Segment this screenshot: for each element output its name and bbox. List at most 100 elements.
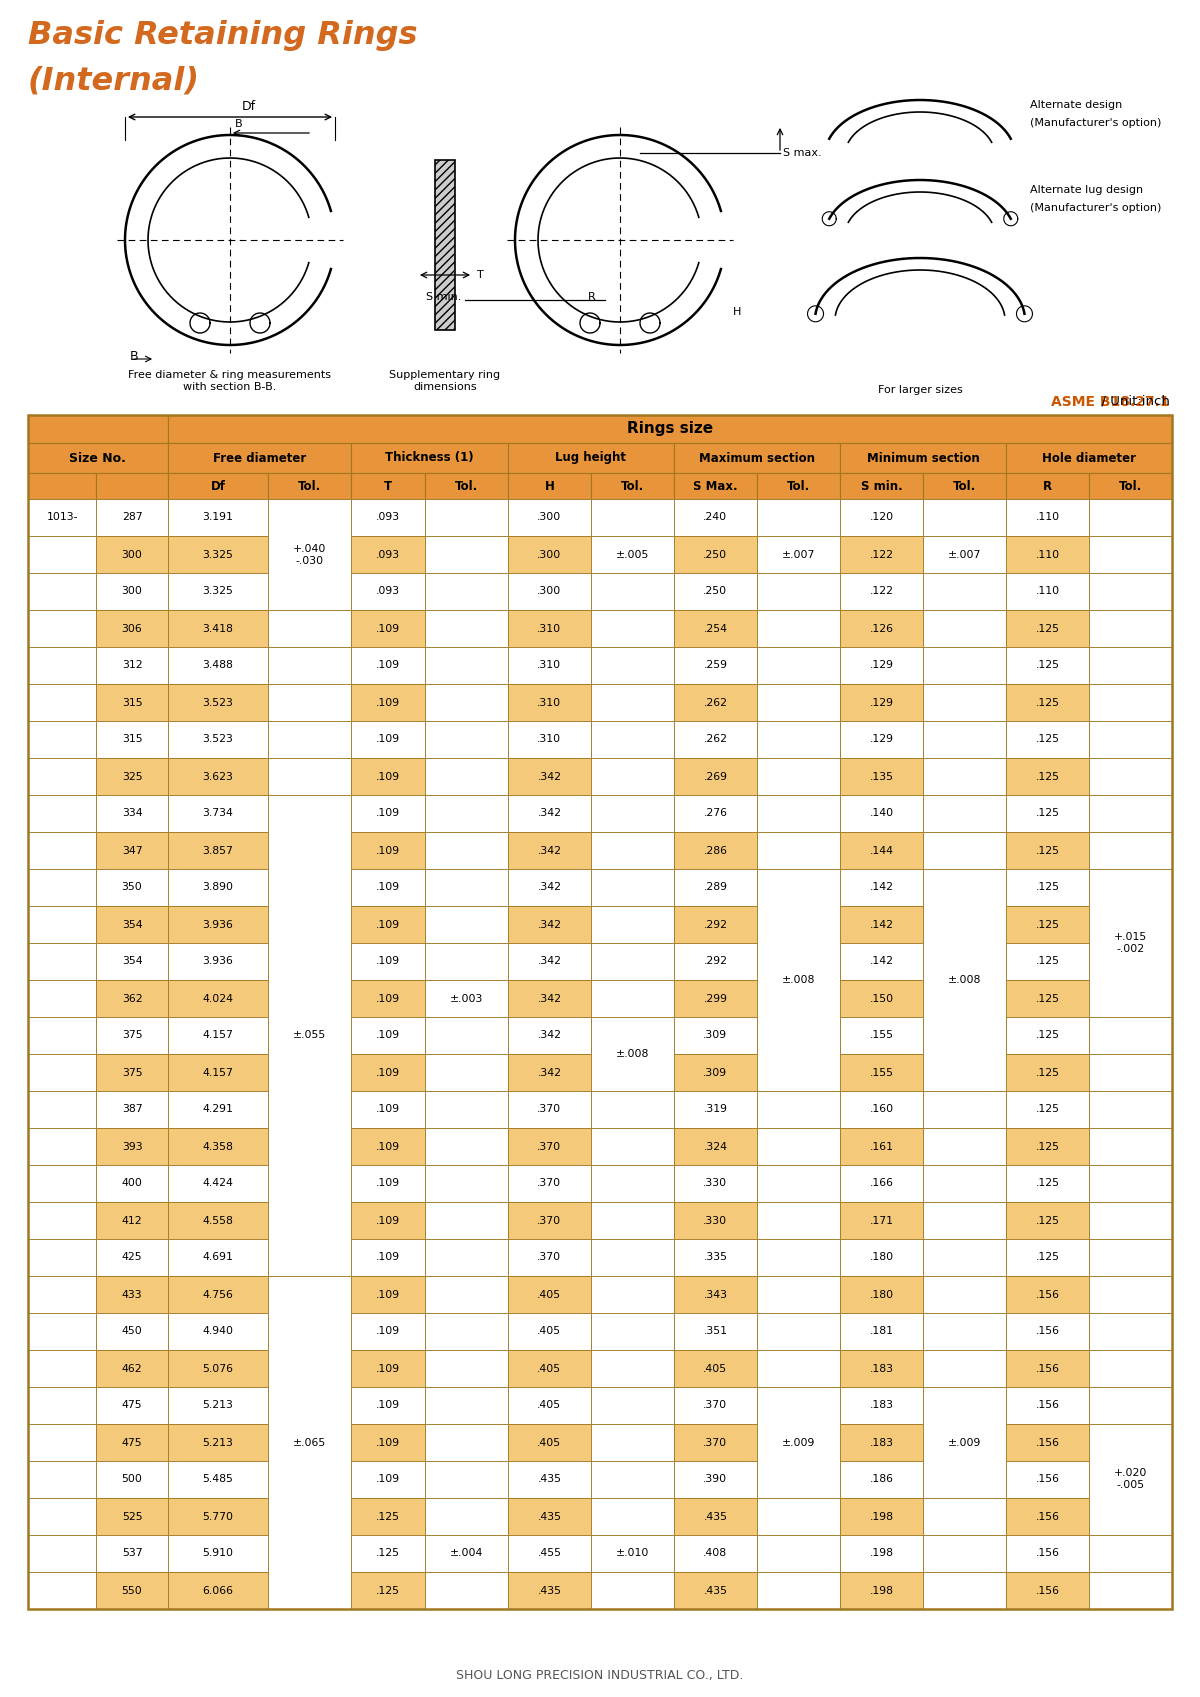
Bar [168,1166,268,1201]
Bar [28,1461,96,1498]
Text: .198: .198 [870,1585,894,1595]
Text: 347: 347 [121,845,143,855]
Bar [28,1536,96,1571]
Bar [1006,1536,1088,1571]
Bar [96,721,168,759]
Text: 475: 475 [121,1437,143,1448]
Text: R: R [588,292,596,302]
Bar [436,160,455,329]
Bar [508,1386,590,1424]
Text: .126: .126 [870,623,894,633]
Bar [840,1571,923,1609]
Bar [757,721,840,759]
Bar [840,1054,923,1091]
Bar [1006,647,1088,684]
Bar [590,1129,674,1166]
Bar [28,473,96,499]
Text: 5.770: 5.770 [203,1512,234,1522]
Text: 462: 462 [121,1363,143,1373]
Bar [757,1091,840,1129]
Bar [674,536,757,574]
Text: 3.936: 3.936 [203,957,233,967]
Bar [168,609,268,647]
Text: .300: .300 [538,512,562,523]
Bar [425,1091,508,1129]
Text: .286: .286 [703,845,727,855]
Bar [674,1424,757,1461]
Bar [350,1498,425,1536]
Bar [168,832,268,869]
Bar [674,832,757,869]
Bar [590,1536,674,1571]
Bar [28,1239,96,1276]
Text: .405: .405 [538,1290,562,1300]
Bar [508,906,590,944]
Bar [425,647,508,684]
Bar [168,684,268,721]
Bar [1088,759,1172,794]
Bar [168,794,268,832]
Bar [96,1498,168,1536]
Bar [28,944,96,979]
Text: .405: .405 [538,1437,562,1448]
Bar [1088,684,1172,721]
Bar [168,759,268,794]
Bar [508,794,590,832]
Text: .110: .110 [1036,512,1060,523]
Bar [1006,1091,1088,1129]
Bar [840,1201,923,1239]
Bar [840,832,923,869]
Bar [674,794,757,832]
Bar [425,1129,508,1166]
Bar [425,1201,508,1239]
Text: .342: .342 [538,920,562,930]
Text: .109: .109 [376,920,400,930]
Bar [350,574,425,609]
Bar [840,1461,923,1498]
Text: ±.010: ±.010 [616,1548,649,1558]
Bar [590,979,674,1017]
Text: 537: 537 [121,1548,143,1558]
Text: .370: .370 [538,1178,562,1188]
Text: .129: .129 [870,660,894,670]
Bar [350,1239,425,1276]
Text: .125: .125 [1036,1067,1060,1078]
Bar [350,979,425,1017]
Bar [1006,1386,1088,1424]
Bar [1006,574,1088,609]
Bar [590,944,674,979]
Text: 362: 362 [121,993,143,1003]
Bar [28,1386,96,1424]
Text: .300: .300 [538,587,562,597]
Bar [923,499,1006,536]
Bar [28,499,96,536]
Bar [96,1536,168,1571]
Text: 550: 550 [121,1585,143,1595]
Text: 4.691: 4.691 [203,1252,233,1263]
Text: 387: 387 [121,1105,143,1115]
Text: 300: 300 [121,587,143,597]
Bar [96,1351,168,1386]
Bar [168,443,350,473]
Text: .171: .171 [870,1215,894,1225]
Text: 315: 315 [121,735,143,745]
Text: / Unit:inch: / Unit:inch [1042,395,1170,407]
Bar [840,1276,923,1313]
Bar [674,869,757,906]
Bar [590,1276,674,1313]
Text: .156: .156 [1036,1585,1060,1595]
Bar [590,721,674,759]
Text: .342: .342 [538,882,562,893]
Text: 312: 312 [121,660,143,670]
Bar [168,1424,268,1461]
Text: .125: .125 [1036,1215,1060,1225]
Text: Hole diameter: Hole diameter [1042,451,1136,465]
Text: .125: .125 [376,1585,400,1595]
Text: 354: 354 [121,920,143,930]
Text: .109: .109 [376,957,400,967]
Bar [674,1166,757,1201]
Text: 5.485: 5.485 [203,1475,233,1485]
Bar [96,869,168,906]
Text: .125: .125 [1036,735,1060,745]
Text: .292: .292 [703,957,727,967]
